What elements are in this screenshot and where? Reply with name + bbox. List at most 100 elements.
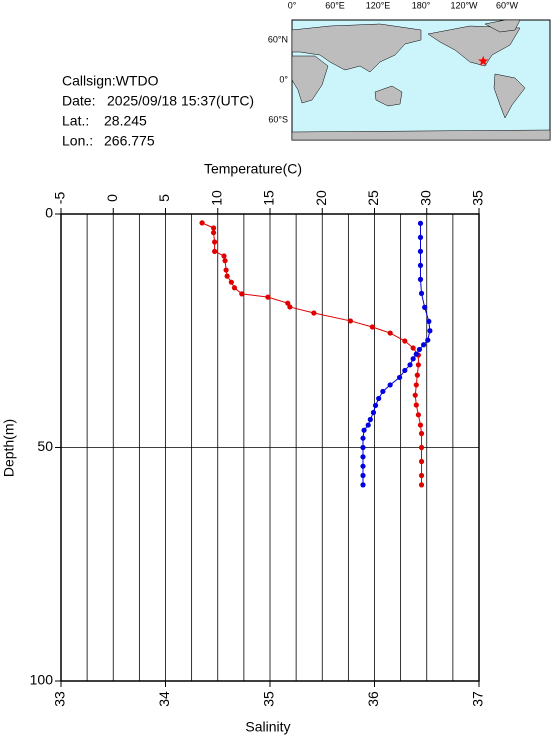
profile-point bbox=[417, 422, 424, 428]
map-lat-label: 60°S bbox=[268, 114, 288, 124]
profile-point bbox=[417, 220, 424, 226]
profile-point bbox=[387, 382, 393, 388]
profile-point bbox=[212, 239, 218, 245]
profile-point bbox=[418, 430, 425, 437]
profile-point bbox=[360, 472, 366, 479]
temperature-tick-label: 20 bbox=[313, 190, 329, 206]
profile-point bbox=[239, 291, 245, 297]
profile-point bbox=[415, 362, 421, 368]
profile-point bbox=[370, 409, 377, 416]
profile-point bbox=[360, 444, 366, 451]
profile-point bbox=[410, 356, 416, 362]
temperature-tick-label: 15 bbox=[261, 190, 277, 206]
profile-point bbox=[360, 482, 366, 488]
profile-point bbox=[199, 220, 205, 226]
profile-point bbox=[418, 482, 425, 488]
profile-point bbox=[360, 454, 366, 460]
profile-point bbox=[210, 230, 217, 236]
antarctica bbox=[291, 129, 551, 141]
salinity-tick-label: 33 bbox=[52, 691, 68, 707]
profile-point bbox=[412, 392, 418, 398]
temperature-tick-label: 0 bbox=[104, 194, 120, 202]
profile-point bbox=[361, 427, 367, 433]
profile-point bbox=[413, 351, 419, 357]
map-lon-label: 120°E bbox=[366, 0, 391, 10]
greenland bbox=[484, 19, 521, 33]
map-land bbox=[291, 19, 551, 141]
profile-point bbox=[228, 279, 234, 285]
profile-point bbox=[413, 402, 419, 408]
date-label: Date: bbox=[62, 93, 95, 109]
profile-point bbox=[369, 324, 376, 330]
profile-point bbox=[402, 338, 408, 344]
profile-point bbox=[372, 402, 379, 409]
salinity-tick-label: 34 bbox=[156, 691, 172, 707]
salinity-tick-label: 37 bbox=[470, 691, 486, 707]
profile-point bbox=[212, 248, 218, 254]
depth-tick-label: 50 bbox=[37, 438, 53, 454]
temperature-axis-label: Temperature(C) bbox=[204, 161, 302, 177]
temperature-tick-label: 10 bbox=[208, 190, 224, 206]
profile-point bbox=[416, 346, 423, 353]
salinity-tick-label: 35 bbox=[261, 691, 277, 707]
profile-line bbox=[201, 222, 423, 485]
profile-point bbox=[417, 248, 424, 254]
map-lat-label: 60°N bbox=[268, 34, 288, 44]
profile-point bbox=[360, 463, 366, 469]
info: Callsign:WTDO Date: 2025/09/18 15:37(UTC… bbox=[62, 73, 254, 149]
temperature-tick-label: 5 bbox=[156, 194, 172, 202]
profile-point bbox=[223, 267, 229, 273]
temperature-tick-label: 35 bbox=[470, 190, 486, 206]
profile-point bbox=[376, 395, 382, 402]
profile-point bbox=[224, 273, 230, 279]
profile-point bbox=[287, 304, 293, 310]
map-lon-label: 60°W bbox=[496, 0, 519, 10]
date: 2025/09/18 15:37(UTC) bbox=[107, 93, 254, 109]
temperature-tick-label: 25 bbox=[365, 190, 381, 206]
profile-point bbox=[413, 382, 419, 388]
profile-point bbox=[417, 234, 424, 240]
profile-point bbox=[367, 416, 373, 423]
profile-point bbox=[421, 342, 427, 348]
temperature-tick-label: -5 bbox=[52, 192, 68, 205]
map-lon-label: 120°W bbox=[450, 0, 478, 10]
profile-point bbox=[347, 318, 354, 324]
callsign: Callsign:WTDO bbox=[62, 73, 159, 89]
temperature-tick-label: 30 bbox=[417, 190, 433, 206]
profile-point bbox=[418, 472, 425, 479]
profile-point bbox=[380, 388, 386, 395]
africa bbox=[291, 55, 329, 104]
profile-point bbox=[387, 330, 393, 336]
profile-point bbox=[221, 253, 227, 259]
map: 0° 60°E 120°E 180° 120°W 60°W 60°N 0° 60°S bbox=[268, 0, 551, 141]
map-lat-label: 0° bbox=[279, 74, 288, 84]
profile-point bbox=[402, 367, 408, 374]
lat: 28.245 bbox=[104, 113, 147, 129]
profile-point bbox=[418, 290, 425, 296]
profile-point bbox=[414, 372, 420, 378]
profile-point bbox=[231, 285, 238, 291]
profile-point bbox=[396, 374, 403, 381]
profile-point bbox=[418, 444, 425, 451]
map-lon-label: 180° bbox=[412, 0, 431, 10]
lon-label: Lon.: bbox=[62, 133, 93, 149]
depth-tick-label: 0 bbox=[45, 205, 53, 221]
depth-tick-label: 100 bbox=[30, 672, 54, 688]
profile-point bbox=[427, 328, 433, 334]
salinity-axis-label: Salinity bbox=[245, 719, 290, 735]
profile-point bbox=[407, 362, 413, 368]
south-america bbox=[493, 73, 526, 119]
station-star bbox=[478, 55, 489, 66]
eurasia bbox=[291, 23, 422, 73]
profile-point bbox=[415, 412, 421, 418]
profile-point bbox=[210, 225, 217, 231]
depth-axis-label: Depth(m) bbox=[1, 419, 17, 477]
map-lon-label: 0° bbox=[288, 0, 297, 10]
lat-label: Lat.: bbox=[62, 113, 89, 129]
profile-point bbox=[417, 262, 424, 268]
map-lon-label: 60°E bbox=[325, 0, 345, 10]
profile-point bbox=[417, 276, 424, 282]
profile-point bbox=[426, 318, 432, 325]
australia bbox=[374, 85, 403, 107]
